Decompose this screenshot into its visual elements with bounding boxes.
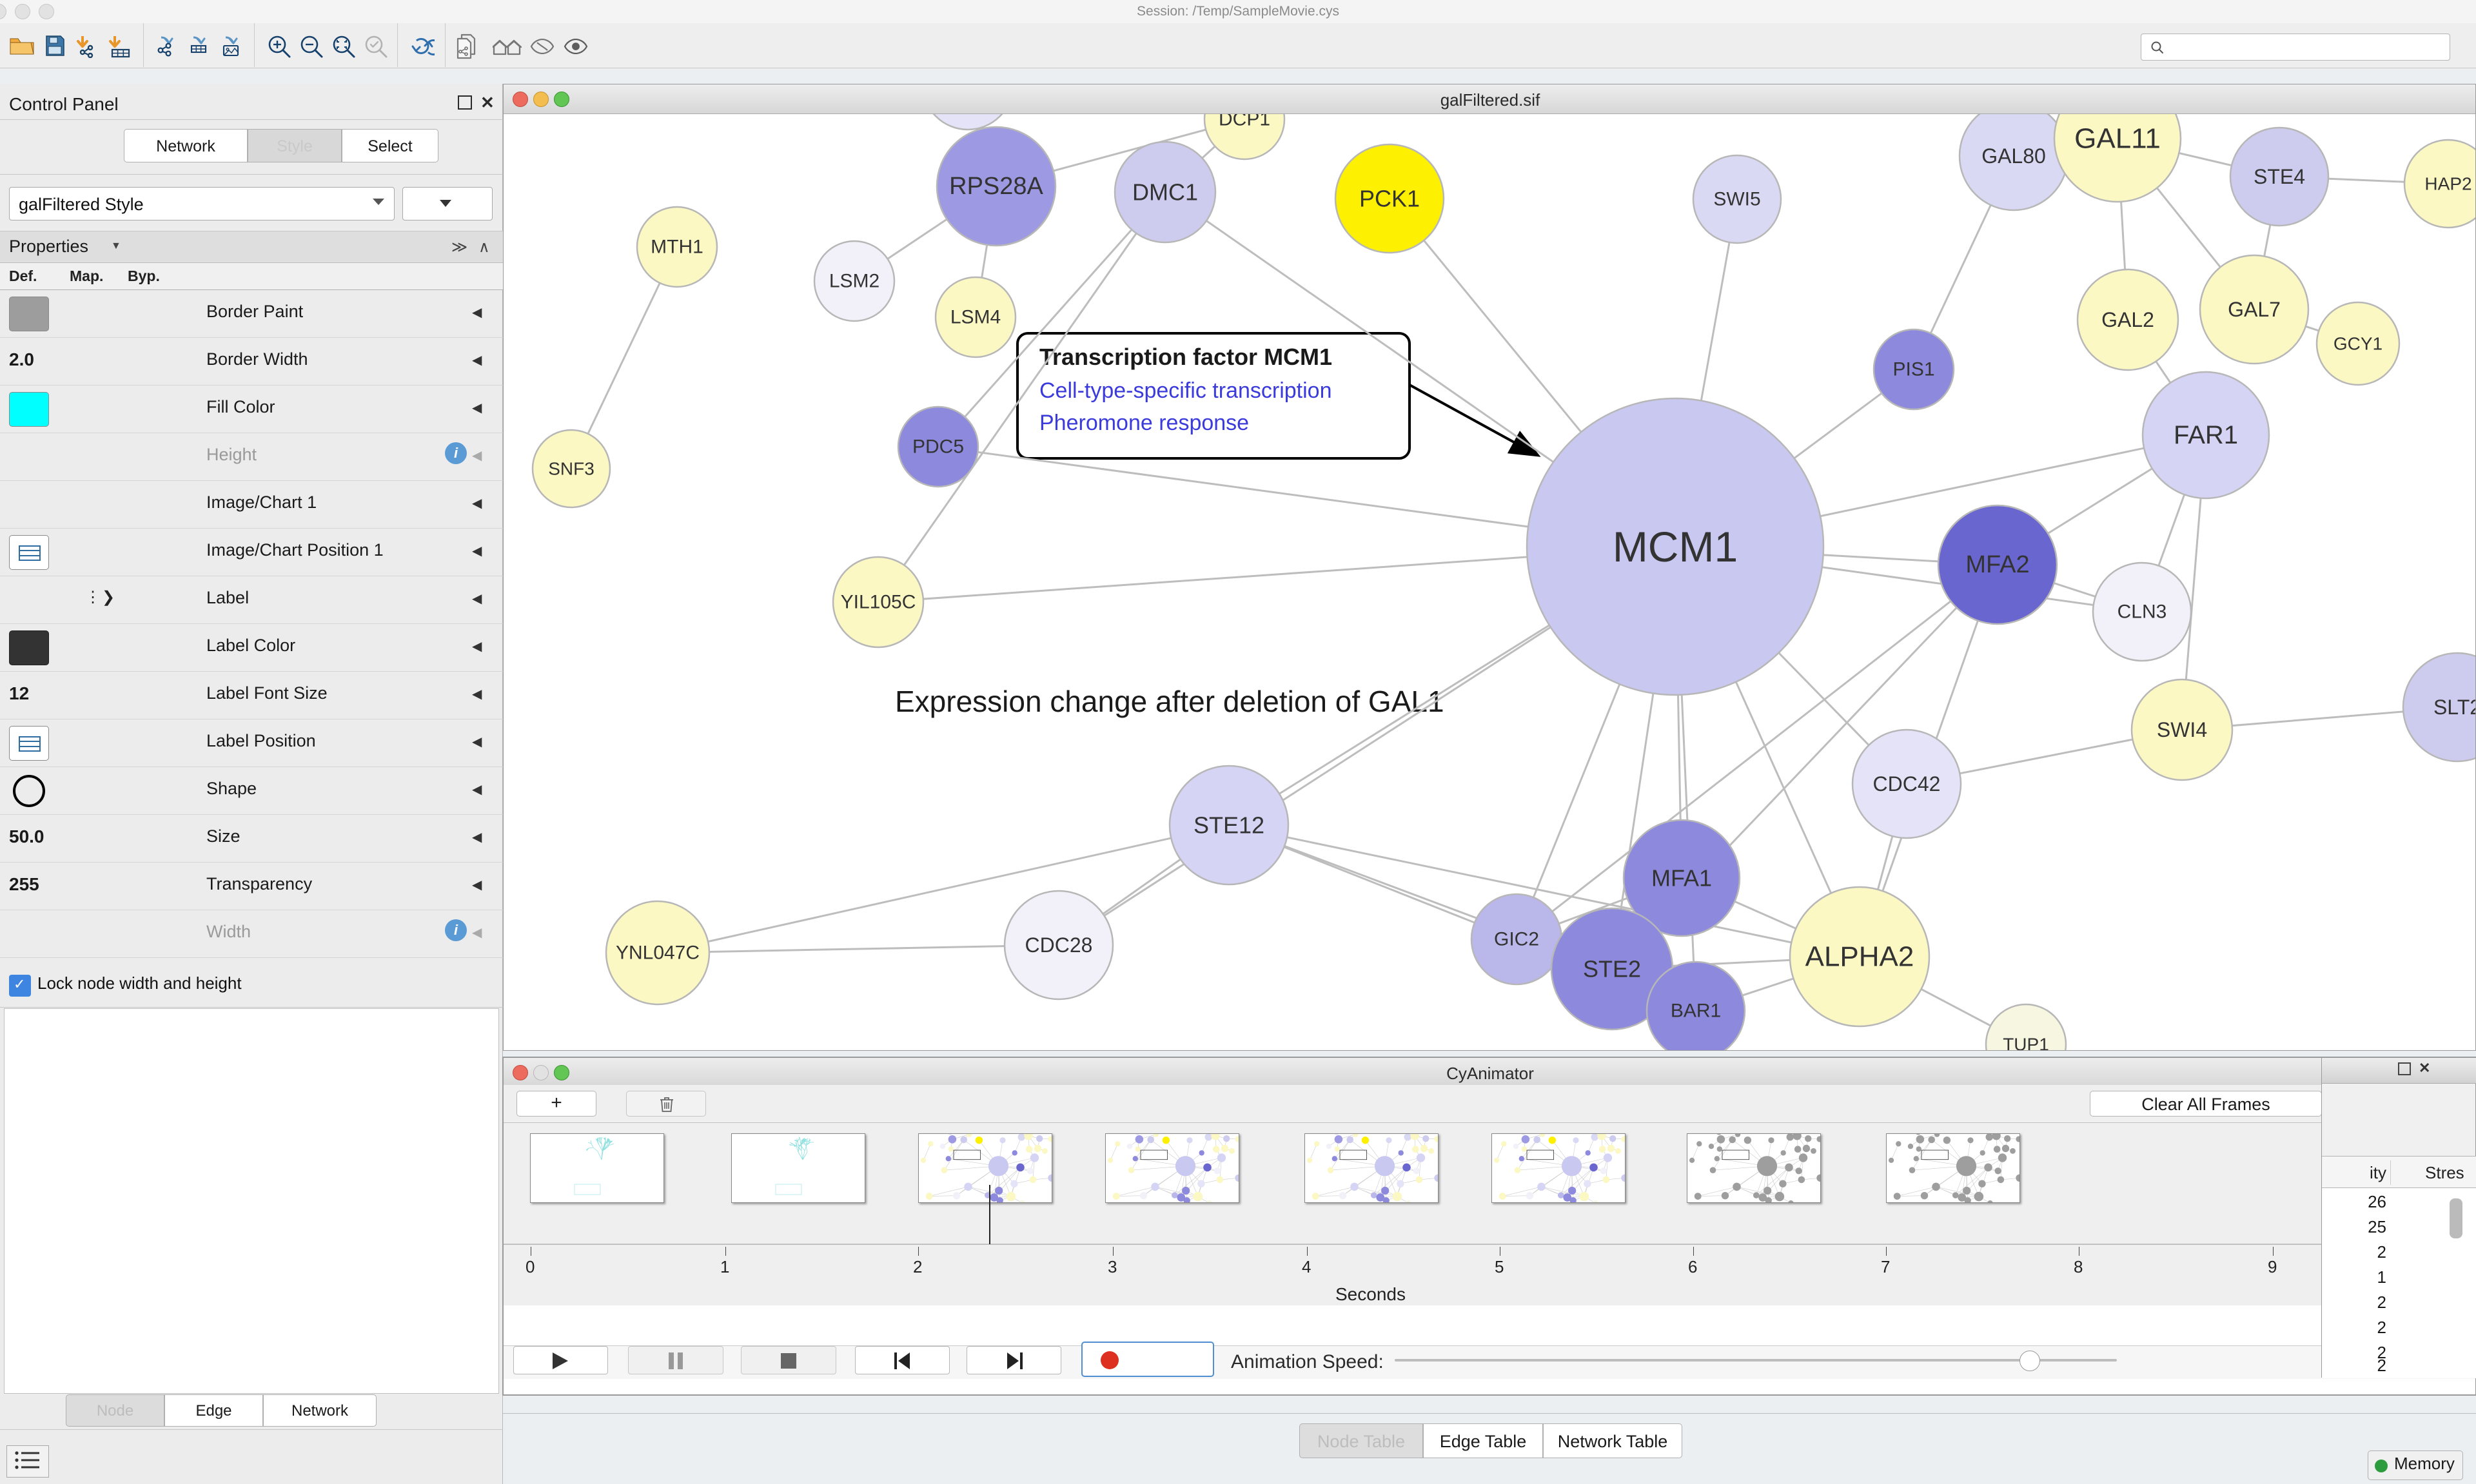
svg-text:STE12: STE12: [1194, 812, 1264, 839]
svg-text:GAL2: GAL2: [2101, 308, 2154, 331]
svg-text:GAL80: GAL80: [1981, 144, 2046, 168]
svg-text:STE2: STE2: [1583, 956, 1641, 982]
svg-text:HAP2: HAP2: [2424, 174, 2471, 194]
svg-text:PDC5: PDC5: [912, 436, 964, 458]
svg-text:PIS1: PIS1: [1892, 359, 1934, 380]
svg-text:PCK1: PCK1: [1359, 186, 1420, 212]
svg-text:DMC1: DMC1: [1132, 179, 1198, 206]
svg-text:SWI4: SWI4: [2157, 718, 2207, 741]
svg-text:GIC2: GIC2: [1494, 929, 1539, 950]
svg-text:RPS28A: RPS28A: [949, 173, 1043, 200]
svg-text:STE4: STE4: [2254, 165, 2305, 188]
svg-text:MFA2: MFA2: [1965, 551, 2029, 578]
svg-text:CDC42: CDC42: [1873, 772, 1941, 796]
svg-text:SNF3: SNF3: [548, 459, 594, 479]
svg-text:MFA1: MFA1: [1651, 865, 1712, 892]
svg-text:MCM1: MCM1: [1613, 523, 1738, 571]
svg-text:CLN3: CLN3: [2117, 601, 2167, 623]
svg-text:GCY1: GCY1: [2334, 334, 2383, 354]
svg-text:YNL047C: YNL047C: [616, 942, 700, 964]
svg-text:ALPHA2: ALPHA2: [1805, 941, 1914, 973]
svg-text:FAR1: FAR1: [2174, 421, 2238, 449]
svg-text:TUP1: TUP1: [2003, 1035, 2049, 1051]
svg-text:YIL105C: YIL105C: [841, 592, 916, 613]
svg-text:BAR1: BAR1: [1671, 1001, 1721, 1022]
svg-text:GAL7: GAL7: [2228, 298, 2281, 321]
svg-text:LSM4: LSM4: [950, 307, 1001, 328]
svg-text:CDC28: CDC28: [1025, 933, 1093, 957]
svg-text:SWI5: SWI5: [1713, 189, 1760, 210]
svg-text:LSM2: LSM2: [829, 271, 879, 292]
svg-text:DCP1: DCP1: [1219, 114, 1270, 130]
svg-text:GAL11: GAL11: [2074, 123, 2161, 155]
svg-text:SLT2: SLT2: [2433, 696, 2476, 719]
svg-text:MTH1: MTH1: [651, 237, 703, 258]
